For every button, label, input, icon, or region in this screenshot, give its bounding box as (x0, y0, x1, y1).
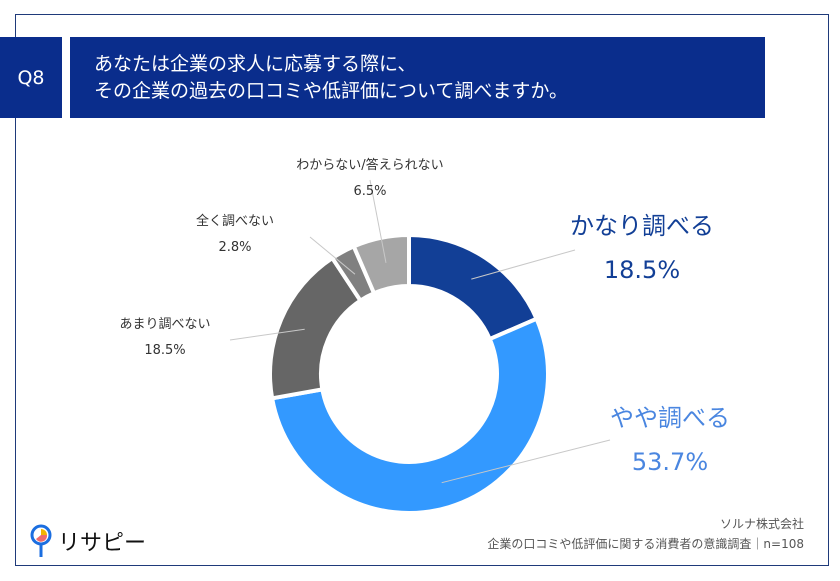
category-label: あまり調べない (119, 317, 211, 332)
footer-company: ソルナ株式会社 (719, 517, 804, 531)
logo-pin-icon (30, 524, 52, 557)
label-kanari: かなり調べる 18.5% (552, 204, 732, 292)
logo: リサピー (30, 524, 146, 558)
leader-line (441, 439, 611, 484)
value-label: 53.7% (631, 448, 709, 476)
donut-slice (351, 232, 411, 296)
category-label: わからない/答えられない (296, 158, 444, 173)
donut-slice (407, 232, 540, 342)
label-yaya: やや調べる 53.7% (590, 396, 750, 484)
category-label: やや調べる (610, 404, 730, 432)
value-label: 6.5% (353, 184, 387, 199)
value-label: 18.5% (144, 343, 186, 358)
label-amari: あまり調べない 18.5% (100, 312, 230, 364)
question-number: Q8 (0, 37, 62, 118)
value-label: 2.8% (218, 240, 252, 255)
logo-text: リサピー (58, 531, 147, 556)
category-label: かなり調べる (570, 212, 714, 240)
donut-slice (269, 316, 550, 515)
frame-border (15, 14, 829, 566)
question-title: あなたは企業の求人に応募する際に、 その企業の過去の口コミや低評価について調べま… (70, 37, 765, 118)
label-wakaranai: わからない/答えられない 6.5% (280, 153, 460, 205)
question-line-2: その企業の過去の口コミや低評価について調べますか。 (94, 80, 569, 102)
label-mattaku: 全く調べない 2.8% (180, 209, 290, 261)
leader-line (229, 328, 305, 341)
leader-line (471, 249, 576, 280)
footer-survey: 企業の口コミや低評価に関する消費者の意識調査｜n=108 (487, 537, 804, 551)
footer: ソルナ株式会社 企業の口コミや低評価に関する消費者の意識調査｜n=108 (487, 514, 804, 554)
value-label: 18.5% (603, 256, 681, 284)
leader-line (309, 236, 356, 275)
question-line-1: あなたは企業の求人に応募する際に、 (94, 53, 417, 75)
leader-line (369, 179, 387, 263)
category-label: 全く調べない (195, 214, 274, 229)
